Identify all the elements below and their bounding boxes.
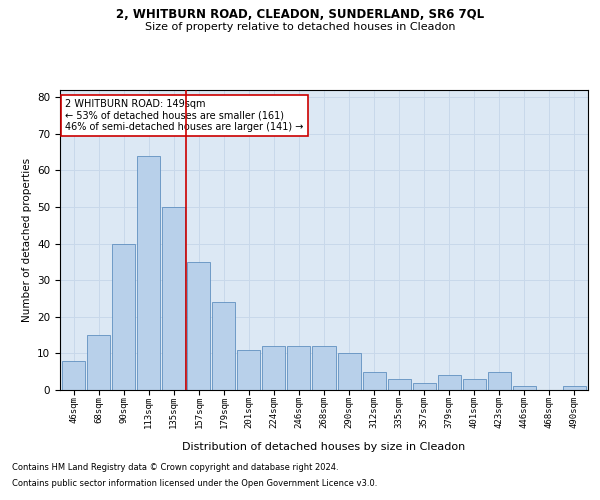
Bar bbox=[238, 350, 260, 390]
Bar bbox=[388, 379, 410, 390]
Text: Size of property relative to detached houses in Cleadon: Size of property relative to detached ho… bbox=[145, 22, 455, 32]
Bar bbox=[163, 207, 185, 390]
Bar bbox=[212, 302, 235, 390]
Bar bbox=[437, 376, 461, 390]
Bar bbox=[87, 335, 110, 390]
Bar bbox=[488, 372, 511, 390]
Bar bbox=[262, 346, 286, 390]
Bar bbox=[338, 354, 361, 390]
Text: 2 WHITBURN ROAD: 149sqm
← 53% of detached houses are smaller (161)
46% of semi-d: 2 WHITBURN ROAD: 149sqm ← 53% of detache… bbox=[65, 99, 304, 132]
Bar bbox=[512, 386, 536, 390]
Bar bbox=[137, 156, 160, 390]
Bar bbox=[463, 379, 485, 390]
Bar bbox=[187, 262, 211, 390]
Bar bbox=[62, 360, 85, 390]
Bar bbox=[362, 372, 386, 390]
Bar bbox=[563, 386, 586, 390]
Bar bbox=[287, 346, 310, 390]
Text: Distribution of detached houses by size in Cleadon: Distribution of detached houses by size … bbox=[182, 442, 466, 452]
Y-axis label: Number of detached properties: Number of detached properties bbox=[22, 158, 32, 322]
Bar bbox=[413, 382, 436, 390]
Bar bbox=[112, 244, 136, 390]
Text: Contains public sector information licensed under the Open Government Licence v3: Contains public sector information licen… bbox=[12, 478, 377, 488]
Text: Contains HM Land Registry data © Crown copyright and database right 2024.: Contains HM Land Registry data © Crown c… bbox=[12, 464, 338, 472]
Bar bbox=[313, 346, 335, 390]
Text: 2, WHITBURN ROAD, CLEADON, SUNDERLAND, SR6 7QL: 2, WHITBURN ROAD, CLEADON, SUNDERLAND, S… bbox=[116, 8, 484, 20]
